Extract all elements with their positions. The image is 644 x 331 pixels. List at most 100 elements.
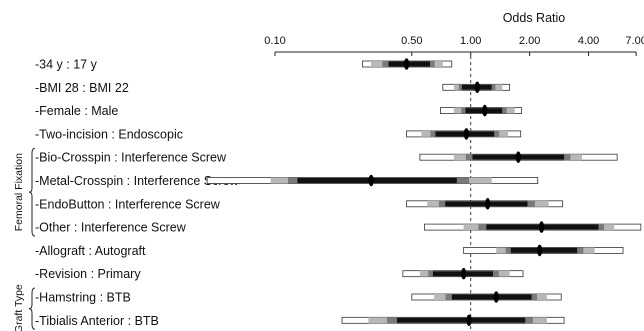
tick-label: 1.00 xyxy=(460,35,481,47)
row-label: -EndoButton : Interference Screw xyxy=(35,197,221,211)
point-estimate xyxy=(482,104,488,117)
group-brace xyxy=(28,147,36,237)
group-label: Graft Type xyxy=(13,284,25,331)
tick-label: 7.00 xyxy=(625,35,644,47)
interval-band-right xyxy=(430,61,443,67)
forest-row: -Revision : Primary xyxy=(35,267,524,281)
interval-accent-right xyxy=(430,61,435,67)
interval-band-right xyxy=(598,224,615,231)
tick-label: 4.00 xyxy=(578,35,599,47)
interval-accent-left xyxy=(438,200,446,207)
point-estimate xyxy=(466,314,472,327)
interval-accent-right xyxy=(531,294,538,300)
interval-core xyxy=(297,178,457,183)
point-estimate xyxy=(474,81,480,94)
forest-row: -EndoButton : Interference Screw xyxy=(35,197,564,211)
point-estimate xyxy=(493,291,499,303)
groups-layer: Femoral Fixation Graft Type xyxy=(13,147,36,331)
row-label: -Bio-Crosspin : Interference Screw xyxy=(35,151,227,165)
forest-row: -Hamstring : BTB xyxy=(35,291,562,305)
forest-row: -Bio-Crosspin : Interference Screw xyxy=(35,151,618,165)
rows-layer: -34 y : 17 y -BMI 28 : BMI 22 -Female : Ma… xyxy=(35,58,642,328)
interval-accent-right xyxy=(577,247,584,254)
forest-row: -Two-incision : Endoscopic xyxy=(35,127,522,141)
forest-row: -Other : Interference Screw xyxy=(35,221,642,235)
interval-accent-left xyxy=(458,84,462,91)
interval-accent-right xyxy=(598,224,605,231)
point-estimate xyxy=(463,128,469,140)
interval-band-left xyxy=(463,224,487,231)
axis-title: Odds Ratio xyxy=(503,11,566,25)
row-label: -Allograft : Autograft xyxy=(35,244,146,258)
forest-row: -BMI 28 : BMI 22 xyxy=(35,81,511,95)
interval-accent-left xyxy=(430,130,436,137)
tick-label: 0.10 xyxy=(264,35,285,47)
forest-row: -Allograft : Autograft xyxy=(35,244,624,258)
interval-accent-left xyxy=(382,61,389,67)
interval-accent-left xyxy=(386,317,397,324)
point-estimate xyxy=(515,151,521,163)
forest-row: -Metal-Crosspin : Interference Screw xyxy=(35,174,539,188)
interval-accent-right xyxy=(491,84,496,91)
row-label: -34 y : 17 y xyxy=(35,58,98,72)
interval-accent-right xyxy=(525,317,533,324)
interval-band-right xyxy=(494,130,508,137)
interval-band-left xyxy=(434,294,452,300)
interval-band-left xyxy=(453,107,466,114)
interval-band-left xyxy=(421,130,436,137)
point-estimate xyxy=(403,58,410,70)
tick-label: 2.00 xyxy=(519,35,540,47)
interval-accent-left xyxy=(445,294,452,300)
interval-band-right xyxy=(502,107,515,114)
row-label: -Metal-Crosspin : Interference Screw xyxy=(35,174,240,188)
axis-layer: 0.10 0.50 1.00 2.00 4.00 7.00 xyxy=(264,35,644,331)
interval-core xyxy=(510,247,578,253)
row-label: -BMI 28 : BMI 22 xyxy=(35,81,129,95)
interval-accent-right xyxy=(493,270,499,277)
interval-band-right xyxy=(491,84,503,91)
row-label: -Female : Male xyxy=(35,104,118,118)
point-estimate xyxy=(538,221,545,233)
interval-accent-left xyxy=(461,107,466,114)
interval-accent-right xyxy=(494,130,500,137)
interval-band-right xyxy=(493,270,510,277)
point-estimate xyxy=(368,174,374,187)
interval-band-left xyxy=(270,177,298,184)
interval-band-right xyxy=(531,294,547,300)
interval-band-left xyxy=(371,61,389,67)
interval-band-left xyxy=(496,247,511,254)
row-label: -Tibialis Anterior : BTB xyxy=(35,314,159,328)
forest-row: -Tibialis Anterior : BTB xyxy=(35,314,565,328)
interval-accent-left xyxy=(478,224,487,231)
row-label: -Other : Interference Screw xyxy=(35,221,187,235)
row-label: -Hamstring : BTB xyxy=(35,291,131,305)
interval-band-right xyxy=(564,154,582,161)
interval-accent-left xyxy=(465,154,473,161)
point-estimate xyxy=(461,267,467,280)
interval-band-left xyxy=(453,84,462,91)
forest-row: -Female : Male xyxy=(35,104,523,118)
interval-core xyxy=(451,294,532,300)
interval-core xyxy=(396,317,526,323)
interval-accent-left xyxy=(428,270,433,277)
interval-accent-right xyxy=(456,177,470,184)
interval-accent-right xyxy=(502,107,507,114)
interval-accent-left xyxy=(287,177,298,184)
forest-row: -34 y : 17 y xyxy=(35,58,453,72)
interval-band-right xyxy=(456,177,492,184)
interval-accent-right xyxy=(564,154,571,161)
group-brace xyxy=(28,287,36,330)
row-label: -Revision : Primary xyxy=(35,267,141,281)
interval-band-right xyxy=(527,200,549,207)
interval-core xyxy=(388,61,431,67)
interval-accent-right xyxy=(527,200,535,207)
interval-band-right xyxy=(577,247,595,254)
row-label: -Two-incision : Endoscopic xyxy=(35,127,183,141)
tick-label: 0.50 xyxy=(401,35,422,47)
interval-accent-left xyxy=(505,247,511,254)
interval-band-right xyxy=(525,317,547,324)
interval-band-left xyxy=(453,154,473,161)
interval-band-left xyxy=(427,200,446,207)
interval-band-left xyxy=(419,270,433,277)
